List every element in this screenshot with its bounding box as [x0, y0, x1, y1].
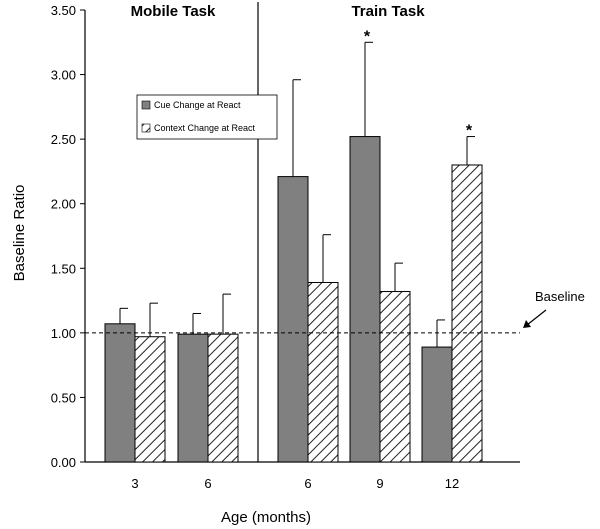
y-tick-label: 0.50: [51, 390, 76, 405]
bar-context-change: [451, 164, 483, 463]
baseline-arrow-line: [526, 309, 547, 326]
baseline-arrow-icon: [523, 320, 531, 328]
significance-star: *: [364, 28, 371, 45]
plot-area: 0.00 0.50 1.00 1.50 2.00 2.50 3.00 3.50 * * 3 6 6 9 12: [51, 2, 520, 491]
legend-label-cue: Cue Change at React: [154, 100, 241, 110]
legend-label-context: Context Change at React: [154, 123, 256, 133]
y-tick-label: 2.00: [51, 197, 76, 212]
bar-cue-change: [421, 346, 453, 463]
bar-cue-change: [277, 176, 309, 463]
x-tick-label: 9: [376, 476, 383, 491]
panel-title-mobile: Mobile Task: [131, 3, 216, 20]
x-tick-label: 3: [131, 476, 138, 491]
y-tick-label: 2.50: [51, 132, 76, 147]
legend-swatch-context: [141, 123, 151, 133]
bar-context-change: [379, 291, 411, 463]
x-tick-label: 6: [204, 476, 211, 491]
bar-context-change: [307, 281, 339, 463]
y-tick-label: 1.50: [51, 261, 76, 276]
y-tick-label: 3.50: [51, 3, 76, 18]
bar-cue-change: [104, 323, 136, 463]
x-tick-label: 12: [445, 476, 459, 491]
y-axis-title: Baseline Ratio: [11, 185, 28, 282]
panel-title-train: Train Task: [351, 3, 425, 20]
x-tick-label: 6: [304, 476, 311, 491]
baseline-annotation: Baseline: [523, 289, 585, 328]
bar-context-change: [207, 333, 239, 463]
y-tick-label: 0.00: [51, 455, 76, 470]
x-axis-title: Age (months): [221, 509, 311, 526]
legend-box: [136, 94, 278, 140]
bar-cue-change: [177, 333, 209, 463]
y-tick-label: 1.00: [51, 326, 76, 341]
legend: Cue Change at React Context Change at Re…: [136, 94, 278, 140]
legend-swatch-cue: [141, 100, 151, 110]
bar-cue-change: [349, 136, 381, 463]
y-tick-label: 3.00: [51, 68, 76, 83]
bar-context-change: [134, 336, 166, 463]
significance-star: *: [466, 123, 473, 140]
baseline-label: Baseline: [535, 289, 585, 304]
